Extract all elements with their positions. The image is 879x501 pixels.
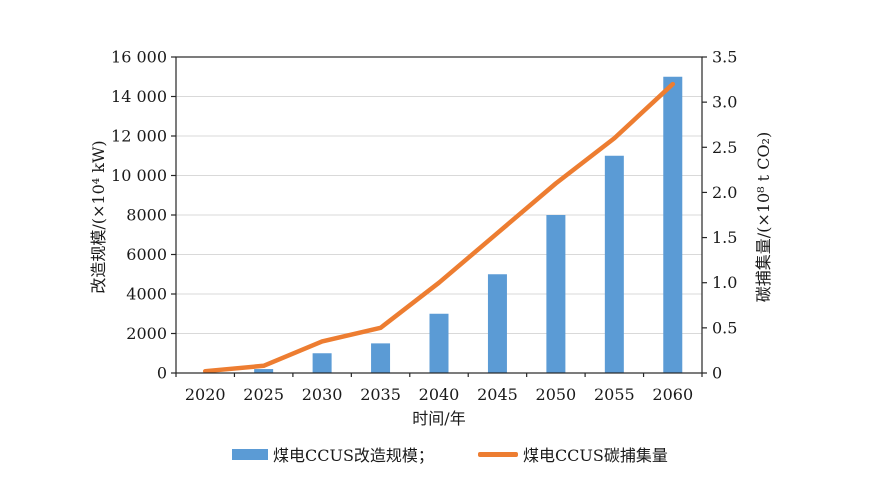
x-tick-label: 2030: [302, 385, 343, 404]
x-tick-label: 2045: [477, 385, 518, 404]
bar-2055: [604, 155, 624, 373]
left-axis-tick-label: 16 000: [111, 48, 167, 67]
x-tick-label: 2060: [652, 385, 693, 404]
bar-2060: [663, 76, 683, 373]
x-tick-label: 2020: [185, 385, 226, 404]
left-axis-title: 改造规模/(×10⁴ kW): [89, 140, 108, 294]
left-axis-tick-label: 2000: [126, 324, 167, 343]
right-axis-tick-label: 0: [712, 364, 722, 383]
right-axis-tick-label: 3.5: [712, 48, 737, 67]
legend-item-line: 煤电CCUS碳捕集量: [477, 442, 668, 466]
bar-2045: [487, 274, 507, 373]
x-tick-label: 2035: [360, 385, 401, 404]
right-axis-tick-label: 1.0: [712, 273, 737, 292]
left-axis-tick-label: 4000: [126, 285, 167, 304]
legend-item-bar: 煤电CCUS改造规模；: [232, 442, 434, 466]
bar-legend-label: 煤电CCUS改造规模；: [273, 446, 434, 465]
line-legend-swatch-icon: [477, 451, 518, 457]
x-tick-label: 2025: [243, 385, 284, 404]
left-axis-tick-label: 0: [157, 364, 167, 383]
x-tick-label: 2055: [594, 385, 635, 404]
line-legend-label: 煤电CCUS碳捕集量: [522, 446, 668, 465]
capture-line: [202, 81, 676, 374]
bar-2050: [546, 215, 566, 373]
left-axis-tick-label: 14 000: [111, 87, 167, 106]
right-axis-tick-label: 2.5: [712, 138, 737, 157]
bar-2035: [371, 343, 391, 373]
left-axis-tick-label: 6000: [126, 245, 167, 264]
bar-legend-swatch-icon: [232, 448, 268, 460]
left-axis-tick-label: 8000: [126, 206, 167, 225]
bar-2040: [429, 313, 449, 373]
right-axis-tick-label: 2.0: [712, 183, 737, 202]
bar-2025: [254, 369, 274, 373]
left-axis-tick-label: 10 000: [111, 166, 167, 185]
x-tick-label: 2050: [536, 385, 577, 404]
right-axis-tick-label: 3.0: [712, 93, 737, 112]
right-axis-tick-label: 1.5: [712, 228, 737, 247]
left-axis-tick-label: 12 000: [111, 127, 167, 146]
chart-legend: 煤电CCUS改造规模； 煤电CCUS碳捕集量: [232, 442, 668, 466]
plot-border: [175, 56, 703, 374]
right-axis-tick-label: 0.5: [712, 318, 737, 337]
right-axis-title: 碳捕集量/(×10⁸ t CO₂): [754, 131, 773, 303]
x-tick-label: 2040: [419, 385, 460, 404]
x-axis-title: 时间/年: [412, 409, 466, 428]
bar-2030: [312, 353, 332, 373]
